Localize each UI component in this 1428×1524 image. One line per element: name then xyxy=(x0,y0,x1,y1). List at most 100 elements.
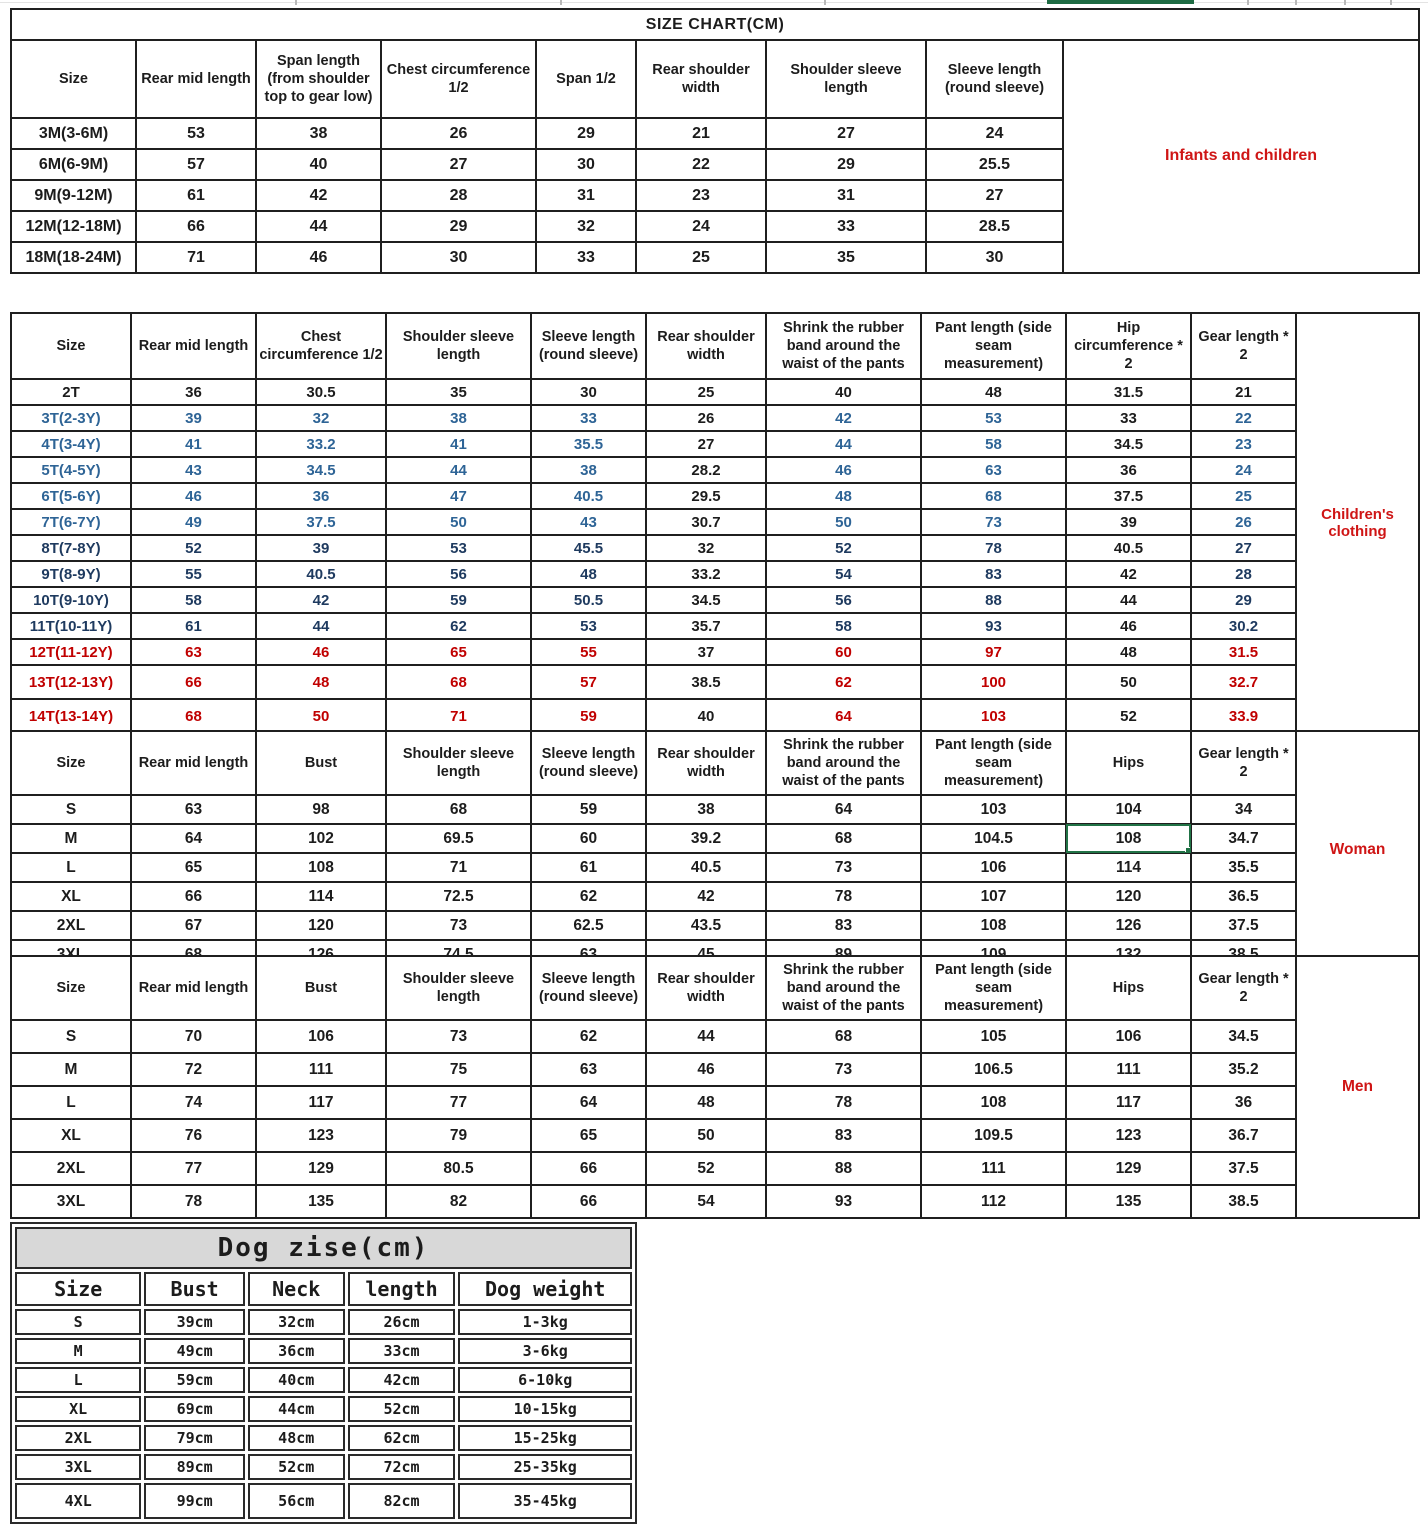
value-cell: 68 xyxy=(130,698,257,734)
value-cell: 67 xyxy=(130,910,257,941)
size-cell: S xyxy=(10,1019,132,1054)
size-cell: 2XL xyxy=(15,1425,142,1451)
value-cell: 29 xyxy=(765,148,927,181)
dog-size-table: Dog zise(cm) Size Bust Neck length Dog w… xyxy=(10,1222,637,1524)
value-cell: 54 xyxy=(645,1184,767,1219)
dog-table-title: Dog zise(cm) xyxy=(15,1227,632,1269)
table-row: 8T(7-8Y) 52 39 53 45.5 32 52 78 40.5 27 xyxy=(10,534,1419,562)
value-cell: 27 xyxy=(765,117,927,150)
value-cell: 32 xyxy=(535,210,637,243)
value-cell: 135 xyxy=(255,1184,387,1219)
value-cell: 33 xyxy=(1065,404,1192,432)
column-header: Gear length * 2 xyxy=(1190,730,1297,796)
value-cell: 35.7 xyxy=(645,612,767,640)
value-cell: 28 xyxy=(380,179,537,212)
value-cell: 108 xyxy=(255,852,387,883)
value-cell: 53 xyxy=(385,534,532,562)
header-row: Size Rear mid length Bust Shoulder sleev… xyxy=(10,730,1420,970)
value-cell: 80.5 xyxy=(385,1151,532,1186)
value-cell: 73 xyxy=(765,1052,922,1087)
value-cell: 117 xyxy=(1065,1085,1192,1120)
value-cell: 40 xyxy=(255,148,382,181)
value-cell: 72.5 xyxy=(385,881,532,912)
value-cell: 103 xyxy=(920,794,1067,825)
value-cell: 32 xyxy=(645,534,767,562)
value-cell: 48 xyxy=(255,664,387,700)
value-cell: 10-15kg xyxy=(458,1396,632,1422)
value-cell: 52cm xyxy=(247,1454,345,1480)
value-cell: 109.5 xyxy=(920,1118,1067,1153)
size-cell: L xyxy=(10,852,132,883)
value-cell: 44 xyxy=(255,210,382,243)
column-header: Neck xyxy=(247,1272,345,1306)
column-header: Size xyxy=(10,39,137,119)
size-cell: 3T(2-3Y) xyxy=(10,404,132,432)
value-cell: 36.5 xyxy=(1190,881,1297,912)
value-cell: 42 xyxy=(1065,560,1192,588)
value-cell: 83 xyxy=(765,1118,922,1153)
column-header: Hips xyxy=(1065,730,1192,796)
column-header: Size xyxy=(10,730,132,796)
title-row: Dog zise(cm) xyxy=(15,1227,632,1269)
table-row: 6T(5-6Y) 46 36 47 40.5 29.5 48 68 37.5 25 xyxy=(10,482,1419,510)
table-row: L 74 117 77 64 48 78 108 117 36 xyxy=(10,1085,1419,1120)
value-cell: 37.5 xyxy=(1065,482,1192,510)
size-cell: 3XL xyxy=(10,1184,132,1219)
value-cell: 43 xyxy=(130,456,257,484)
value-cell: 112 xyxy=(920,1184,1067,1219)
value-cell: 63 xyxy=(130,638,257,666)
value-cell: 32.7 xyxy=(1190,664,1297,700)
value-cell: 21 xyxy=(1190,378,1297,406)
table-row: 12M(12-18M) 66 44 29 32 24 33 28.5 xyxy=(10,210,1419,243)
value-cell: 61 xyxy=(130,612,257,640)
value-cell: 55 xyxy=(130,560,257,588)
table-row: M 49cm 36cm 33cm 3-6kg xyxy=(15,1338,632,1364)
value-cell: 114 xyxy=(1065,852,1192,883)
value-cell: 1-3kg xyxy=(458,1309,632,1335)
column-header: Span length (from shoulder top to gear l… xyxy=(255,39,382,119)
value-cell: 48 xyxy=(530,560,647,588)
value-cell: 21 xyxy=(635,117,767,150)
value-cell: 93 xyxy=(920,612,1067,640)
value-cell: 50 xyxy=(255,698,387,734)
size-cell: M xyxy=(15,1338,142,1364)
header-row: Size Rear mid length Chest circumference… xyxy=(10,312,1420,734)
value-cell: 88 xyxy=(765,1151,922,1186)
woman-size-table: Size Rear mid length Bust Shoulder sleev… xyxy=(10,730,1420,970)
value-cell: 62 xyxy=(385,612,532,640)
value-cell: 46 xyxy=(645,1052,767,1087)
value-cell: 58 xyxy=(130,586,257,614)
value-cell: 105 xyxy=(920,1019,1067,1054)
value-cell: 78 xyxy=(765,881,922,912)
value-cell: 64 xyxy=(130,823,257,854)
value-cell: 82 xyxy=(385,1184,532,1219)
value-cell: 36.7 xyxy=(1190,1118,1297,1153)
selected-cell: 108 xyxy=(1065,823,1192,854)
value-cell: 24 xyxy=(925,117,1064,150)
value-cell: 48 xyxy=(765,482,922,510)
value-cell: 34.5 xyxy=(255,456,387,484)
value-cell: 39 xyxy=(130,404,257,432)
value-cell: 79 xyxy=(385,1118,532,1153)
value-cell: 34.5 xyxy=(1190,1019,1297,1054)
value-cell: 35.2 xyxy=(1190,1052,1297,1087)
size-cell: 10T(9-10Y) xyxy=(10,586,132,614)
value-cell: 38 xyxy=(530,456,647,484)
value-cell: 104 xyxy=(1065,794,1192,825)
ruler-tick xyxy=(1390,0,1392,5)
value-cell: 46 xyxy=(255,241,382,274)
sheet-top-green-bar xyxy=(1047,0,1194,4)
column-header: Shoulder sleeve length xyxy=(385,312,532,380)
ruler-tick xyxy=(1247,0,1249,5)
column-header: Rear mid length xyxy=(130,955,257,1021)
size-cell: 6T(5-6Y) xyxy=(10,482,132,510)
value-cell: 30 xyxy=(925,241,1064,274)
value-cell: 102 xyxy=(255,823,387,854)
value-cell: 22 xyxy=(1190,404,1297,432)
table-row: 5T(4-5Y) 43 34.5 44 38 28.2 46 63 36 24 xyxy=(10,456,1419,484)
value-cell: 40.5 xyxy=(1065,534,1192,562)
value-cell: 30.5 xyxy=(255,378,387,406)
value-cell: 79cm xyxy=(144,1425,245,1451)
value-cell: 68 xyxy=(765,1019,922,1054)
value-cell: 40.5 xyxy=(645,852,767,883)
